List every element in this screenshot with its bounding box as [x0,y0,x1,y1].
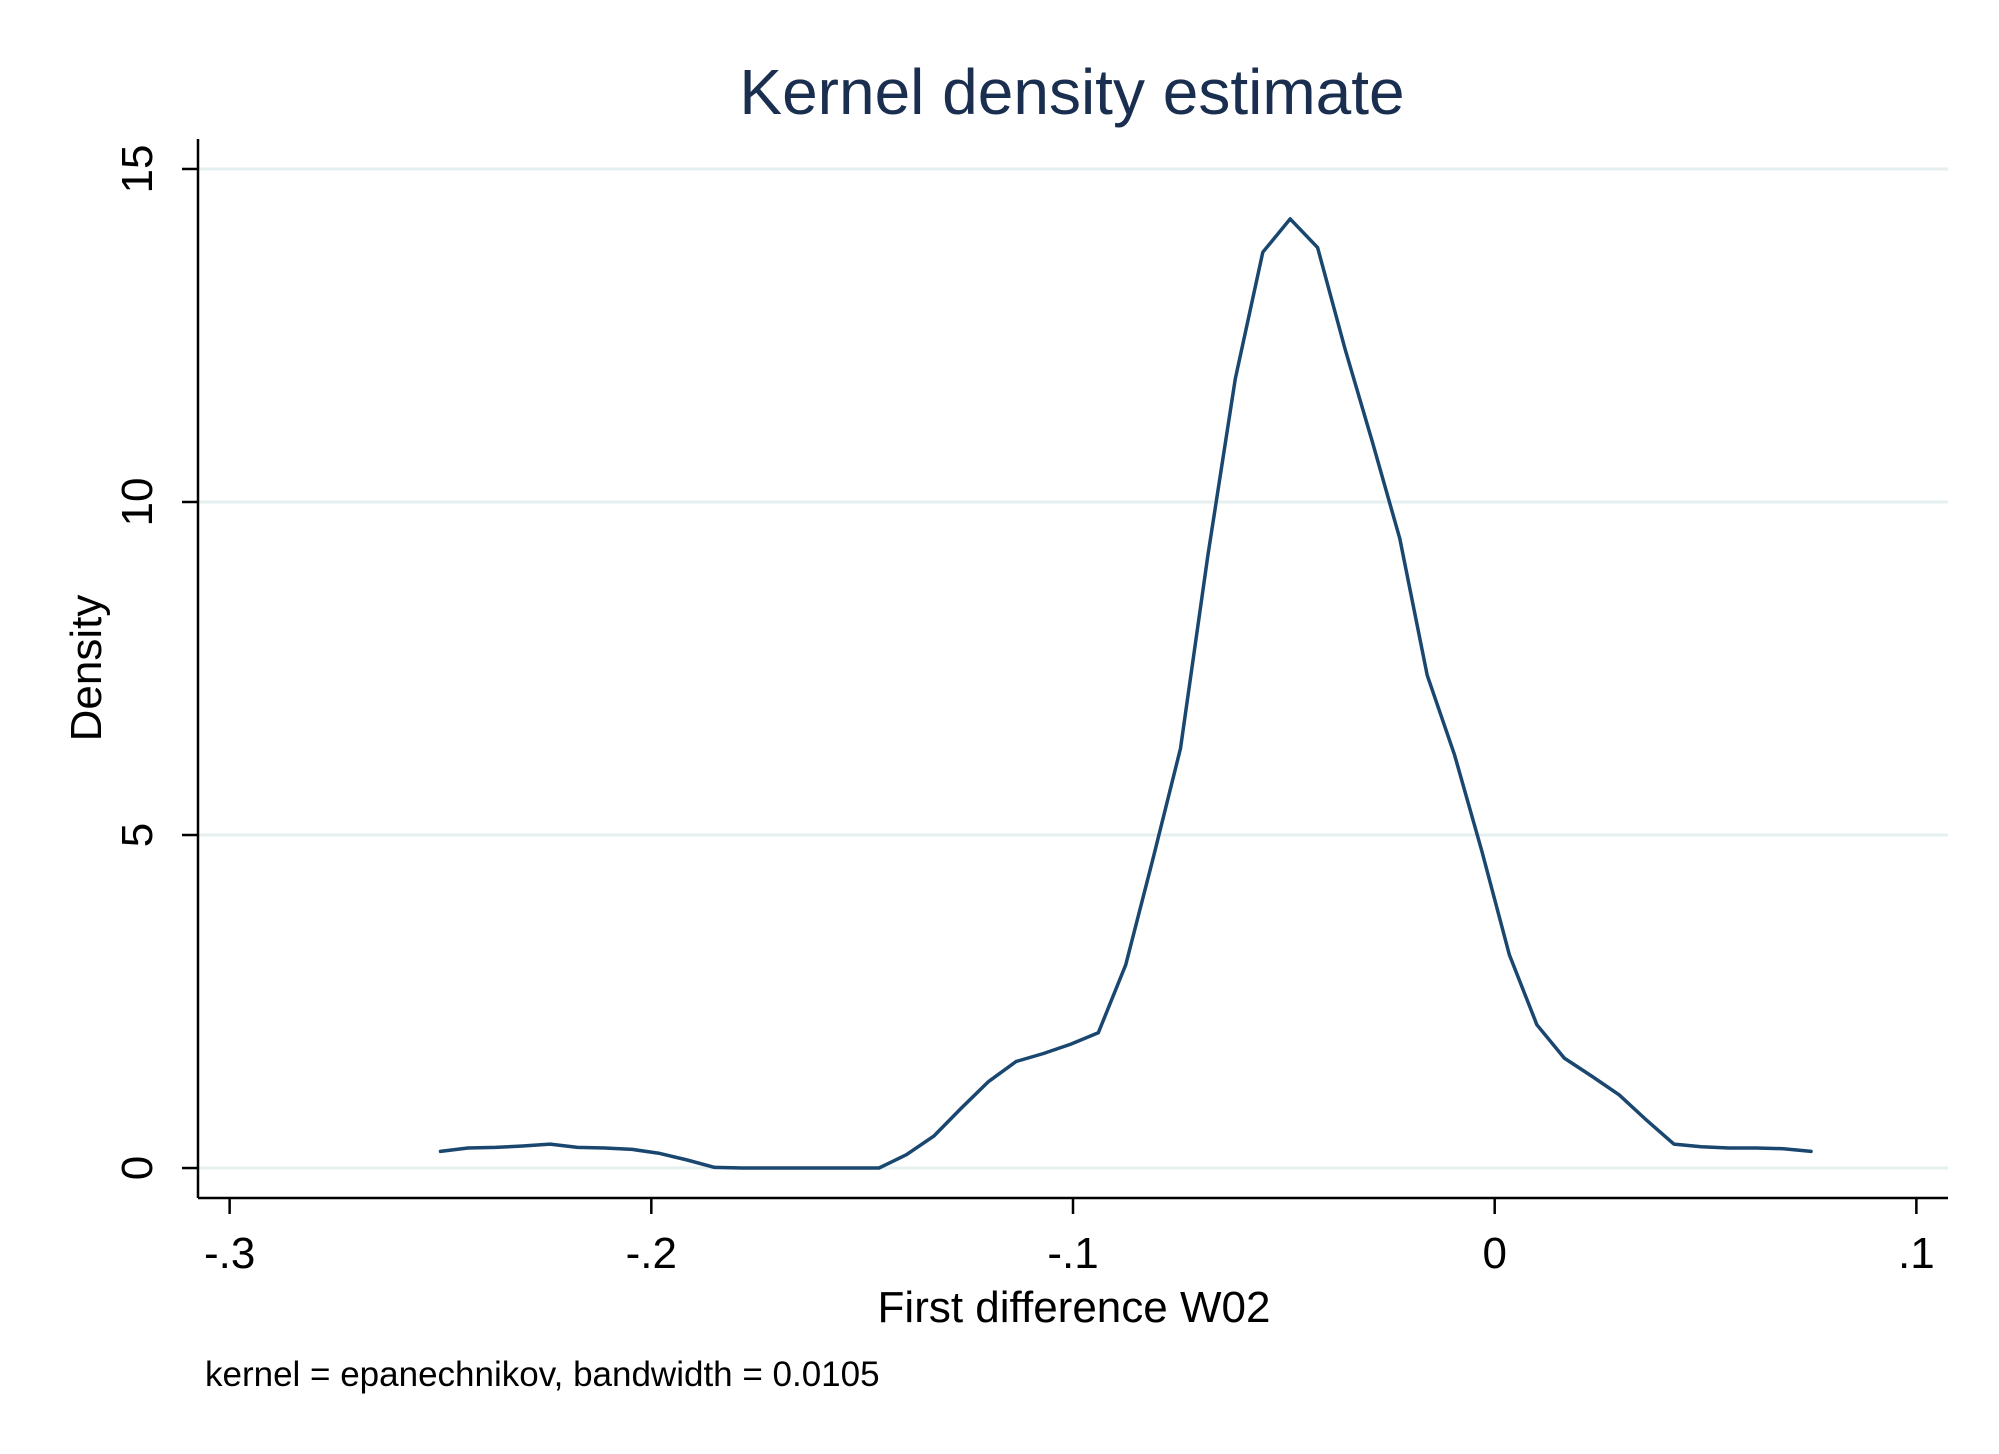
chart-title: Kernel density estimate [739,56,1404,128]
chart-note: kernel = epanechnikov, bandwidth = 0.010… [205,1355,880,1394]
x-tick-label: -.2 [626,1229,677,1278]
x-tick-label: -.1 [1047,1229,1098,1278]
x-tick-label: .1 [1898,1229,1935,1278]
x-tick-label: 0 [1482,1229,1506,1278]
y-tick-label: 5 [113,823,162,847]
x-tick-label: -.3 [204,1229,255,1278]
density-line [438,217,1813,1170]
y-tick-label: 10 [113,478,162,527]
gridlines [198,167,1948,1170]
plot-area [438,217,1813,1170]
y-axis-title: Density [62,595,111,742]
y-tick-label: 0 [113,1156,162,1180]
x-axis-title: First difference W02 [878,1283,1271,1332]
y-tick-label: 15 [113,144,162,193]
axes [196,139,1948,1200]
y-axis-ticks: 0 5 10 15 [113,144,198,1180]
x-axis-ticks: -.3 -.2 -.1 0 .1 [204,1198,1935,1278]
